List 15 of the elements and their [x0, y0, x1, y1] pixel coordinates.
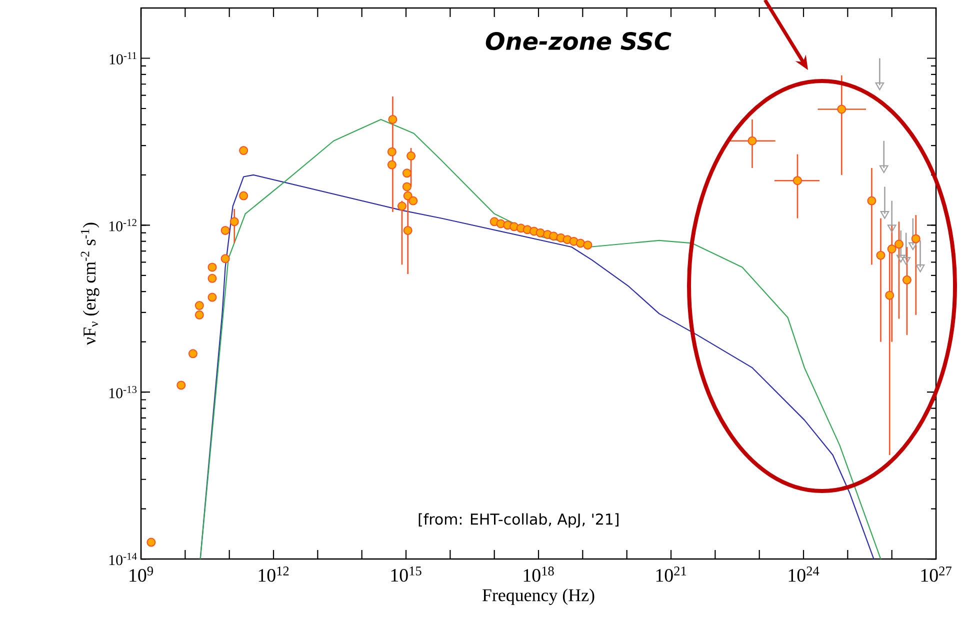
y-axis-title: νF$_{ν}$ (erg cm$^{-2}$ s$^{-1}$) [80, 222, 100, 345]
x-tick-label: 10$^{24}$ [788, 566, 820, 582]
x-tick-label: 10$^{18}$ [524, 566, 554, 582]
x-tick-label: 10$^{9}$ [130, 566, 153, 582]
text: One-zone SSC [486, 32, 672, 50]
y-tick-label: 10$^{-12}$ [109, 219, 136, 232]
y-tick-label: 10$^{-13}$ [109, 386, 137, 398]
y-tick-label: 10$^{-14}$ [109, 552, 137, 566]
x-tick-label: 10$^{21}$ [656, 566, 686, 582]
x-tick-label: 10$^{15}$ [391, 566, 422, 582]
x-tick-label: 10$^{12}$ [258, 566, 289, 582]
x-axis-title: Frequency (Hz) [482, 588, 594, 605]
x-tick-label: 10$^{27}$ [921, 566, 952, 582]
annotation: [from: EHT-collab, ApJ, '21] [418, 513, 618, 528]
y-tick-label: 10$^{-11}$ [110, 52, 136, 64]
